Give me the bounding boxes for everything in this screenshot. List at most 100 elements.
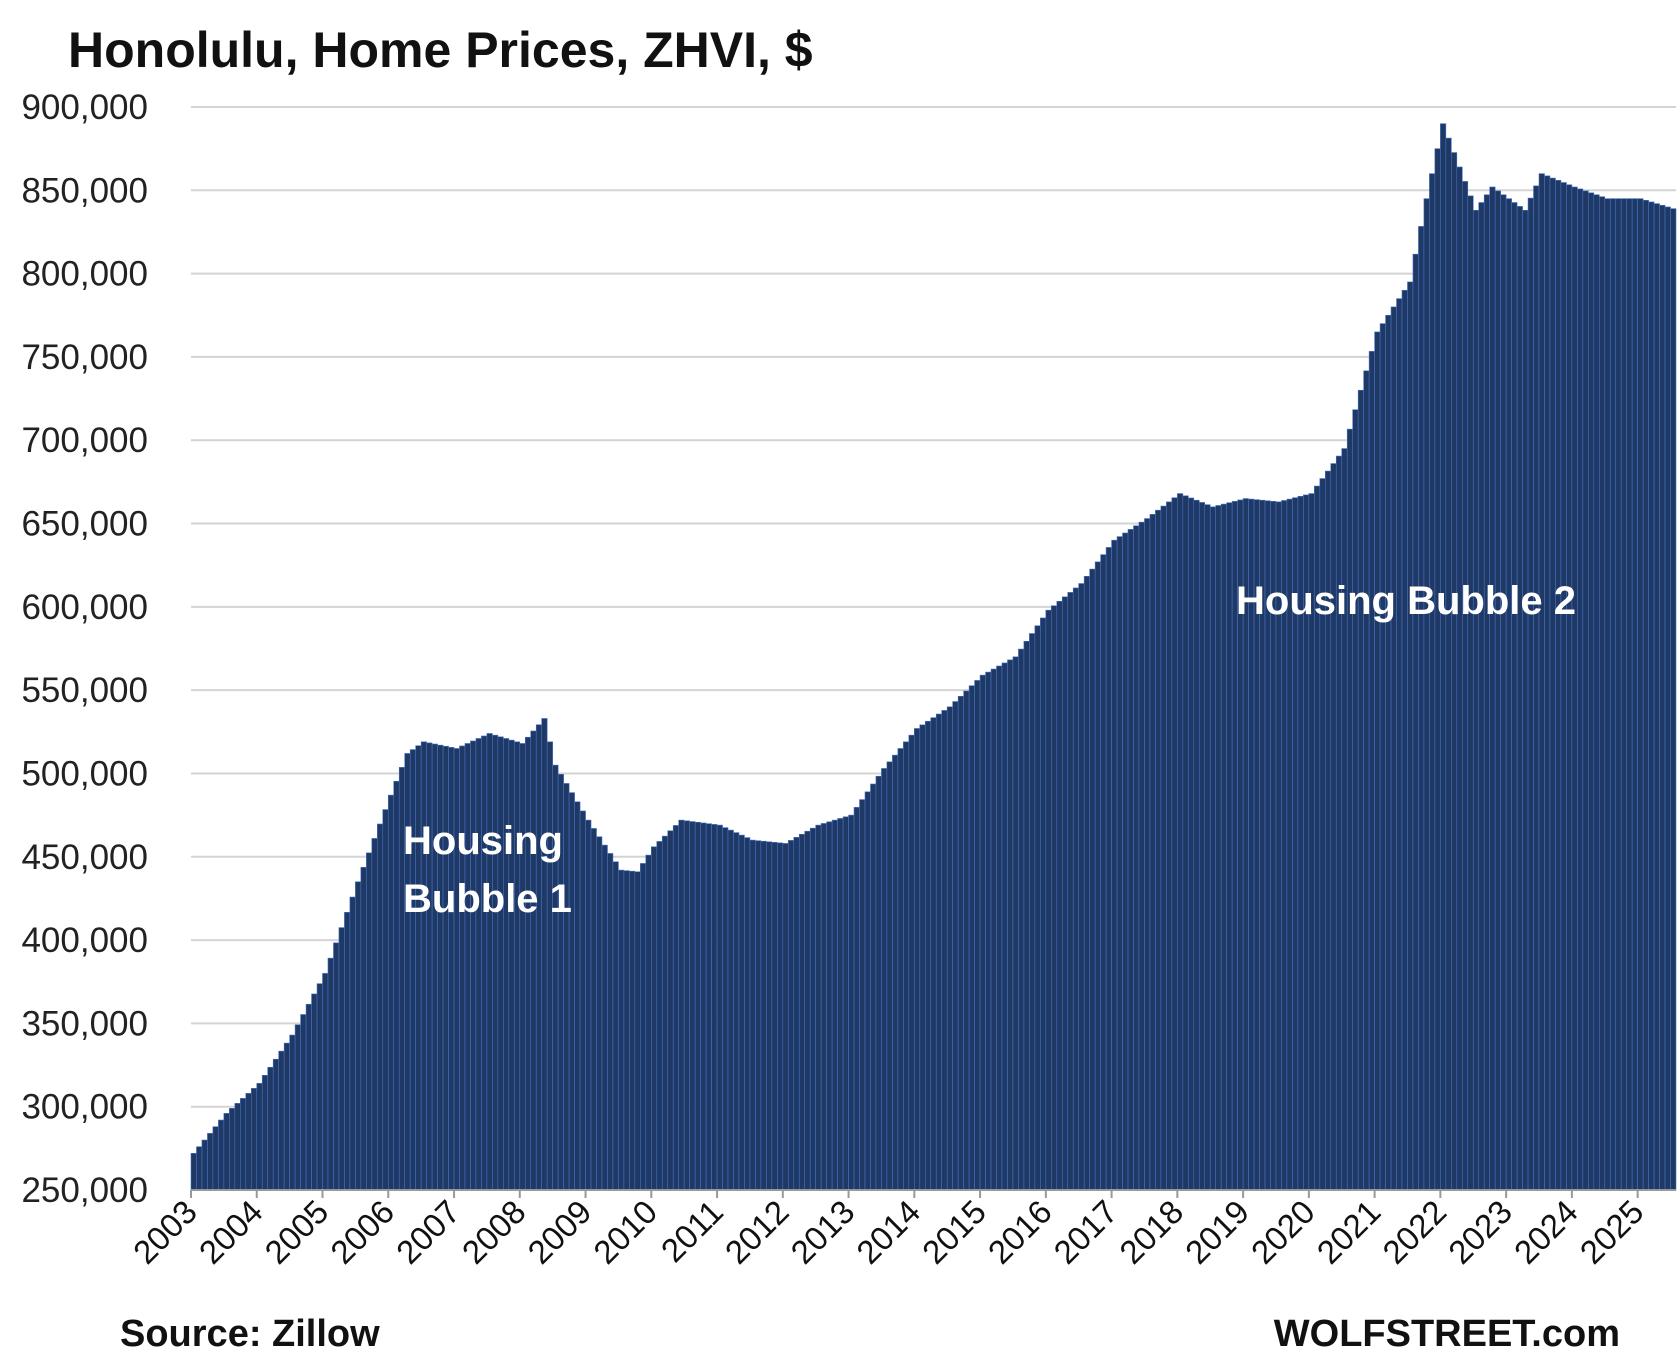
bar — [223, 1113, 230, 1191]
bar — [294, 1024, 301, 1191]
x-tick-label: 2018 — [1112, 1193, 1190, 1271]
x-tick-label: 2024 — [1507, 1193, 1585, 1271]
bar — [996, 665, 1003, 1191]
bar — [1379, 323, 1386, 1191]
bar — [1494, 190, 1501, 1191]
bar — [1149, 514, 1156, 1191]
x-tick-label: 2011 — [654, 1193, 730, 1269]
bar — [1368, 351, 1375, 1191]
bar — [1642, 200, 1649, 1191]
bar — [1012, 656, 1019, 1191]
bar — [1385, 314, 1392, 1191]
bar — [809, 827, 816, 1191]
bar — [1198, 502, 1206, 1191]
bar — [1094, 561, 1101, 1191]
bar — [793, 837, 800, 1191]
bar — [623, 870, 630, 1191]
bar — [574, 801, 581, 1191]
bar — [1653, 203, 1660, 1191]
bar — [1056, 600, 1063, 1191]
bar — [1127, 529, 1134, 1191]
bar — [563, 783, 570, 1191]
bar — [924, 720, 932, 1191]
bar — [826, 821, 833, 1191]
bar — [201, 1139, 208, 1191]
bar — [1018, 648, 1025, 1191]
source-note: Source: Zillow — [120, 1313, 380, 1355]
bar — [1357, 389, 1364, 1191]
bar — [245, 1093, 252, 1191]
bar — [672, 825, 679, 1191]
x-tick-label: 2008 — [455, 1193, 533, 1271]
bar — [1664, 206, 1671, 1191]
bar — [974, 680, 981, 1191]
bar — [1089, 568, 1096, 1191]
x-tick-label: 2014 — [849, 1193, 927, 1271]
x-tick-label: 2025 — [1573, 1193, 1651, 1271]
bar — [409, 749, 416, 1191]
bar — [1500, 194, 1507, 1191]
bar — [464, 743, 471, 1191]
bar — [1215, 505, 1222, 1191]
bar — [886, 761, 893, 1191]
bar — [196, 1146, 203, 1191]
bar — [1138, 521, 1145, 1191]
bar — [1538, 173, 1545, 1191]
bar — [1111, 539, 1118, 1191]
bar — [968, 685, 975, 1191]
bar — [870, 783, 877, 1191]
bar — [1577, 188, 1584, 1191]
bar — [897, 748, 904, 1191]
bar — [979, 674, 986, 1191]
bars — [190, 123, 1677, 1191]
bar — [1670, 208, 1677, 1191]
bar — [1423, 198, 1430, 1191]
bar — [272, 1058, 279, 1191]
x-axis-tick-labels: 2003200420052006200720082009201020112012… — [126, 1190, 1651, 1271]
bar — [234, 1103, 241, 1191]
bar — [1478, 202, 1485, 1191]
bar — [1116, 536, 1123, 1191]
bar — [903, 741, 910, 1191]
bar — [1023, 640, 1030, 1191]
bar — [1527, 197, 1534, 1191]
bar — [1072, 587, 1080, 1191]
bar — [535, 724, 543, 1191]
bar — [283, 1042, 290, 1191]
bar — [1412, 253, 1419, 1191]
bar — [815, 824, 822, 1191]
bar — [1051, 605, 1058, 1191]
bar — [1363, 370, 1370, 1191]
bar — [453, 748, 460, 1191]
bar — [1593, 194, 1600, 1191]
bar — [766, 841, 773, 1191]
bar — [382, 809, 389, 1191]
bar — [240, 1098, 247, 1191]
bar — [1390, 306, 1397, 1191]
bar — [267, 1066, 274, 1191]
bar — [377, 823, 384, 1191]
bar — [579, 810, 586, 1191]
bar — [771, 842, 778, 1191]
bar — [387, 794, 395, 1191]
x-tick-label: 2006 — [323, 1193, 401, 1271]
bar — [415, 745, 422, 1191]
x-tick-label: 2022 — [1375, 1193, 1453, 1271]
bar — [689, 821, 696, 1191]
bar — [316, 983, 323, 1191]
bar — [1133, 525, 1140, 1191]
bar — [289, 1034, 296, 1191]
bar — [1588, 192, 1595, 1191]
bar — [1516, 206, 1523, 1191]
y-tick-label: 250,000 — [21, 1171, 148, 1210]
bar — [1615, 198, 1622, 1191]
bar — [667, 830, 674, 1191]
bar — [1335, 455, 1343, 1191]
bar — [919, 724, 926, 1191]
bar — [990, 668, 997, 1191]
bar — [1105, 547, 1112, 1191]
bar — [1631, 198, 1638, 1191]
bar — [782, 843, 789, 1191]
bar — [1451, 152, 1458, 1191]
bar — [738, 834, 745, 1191]
